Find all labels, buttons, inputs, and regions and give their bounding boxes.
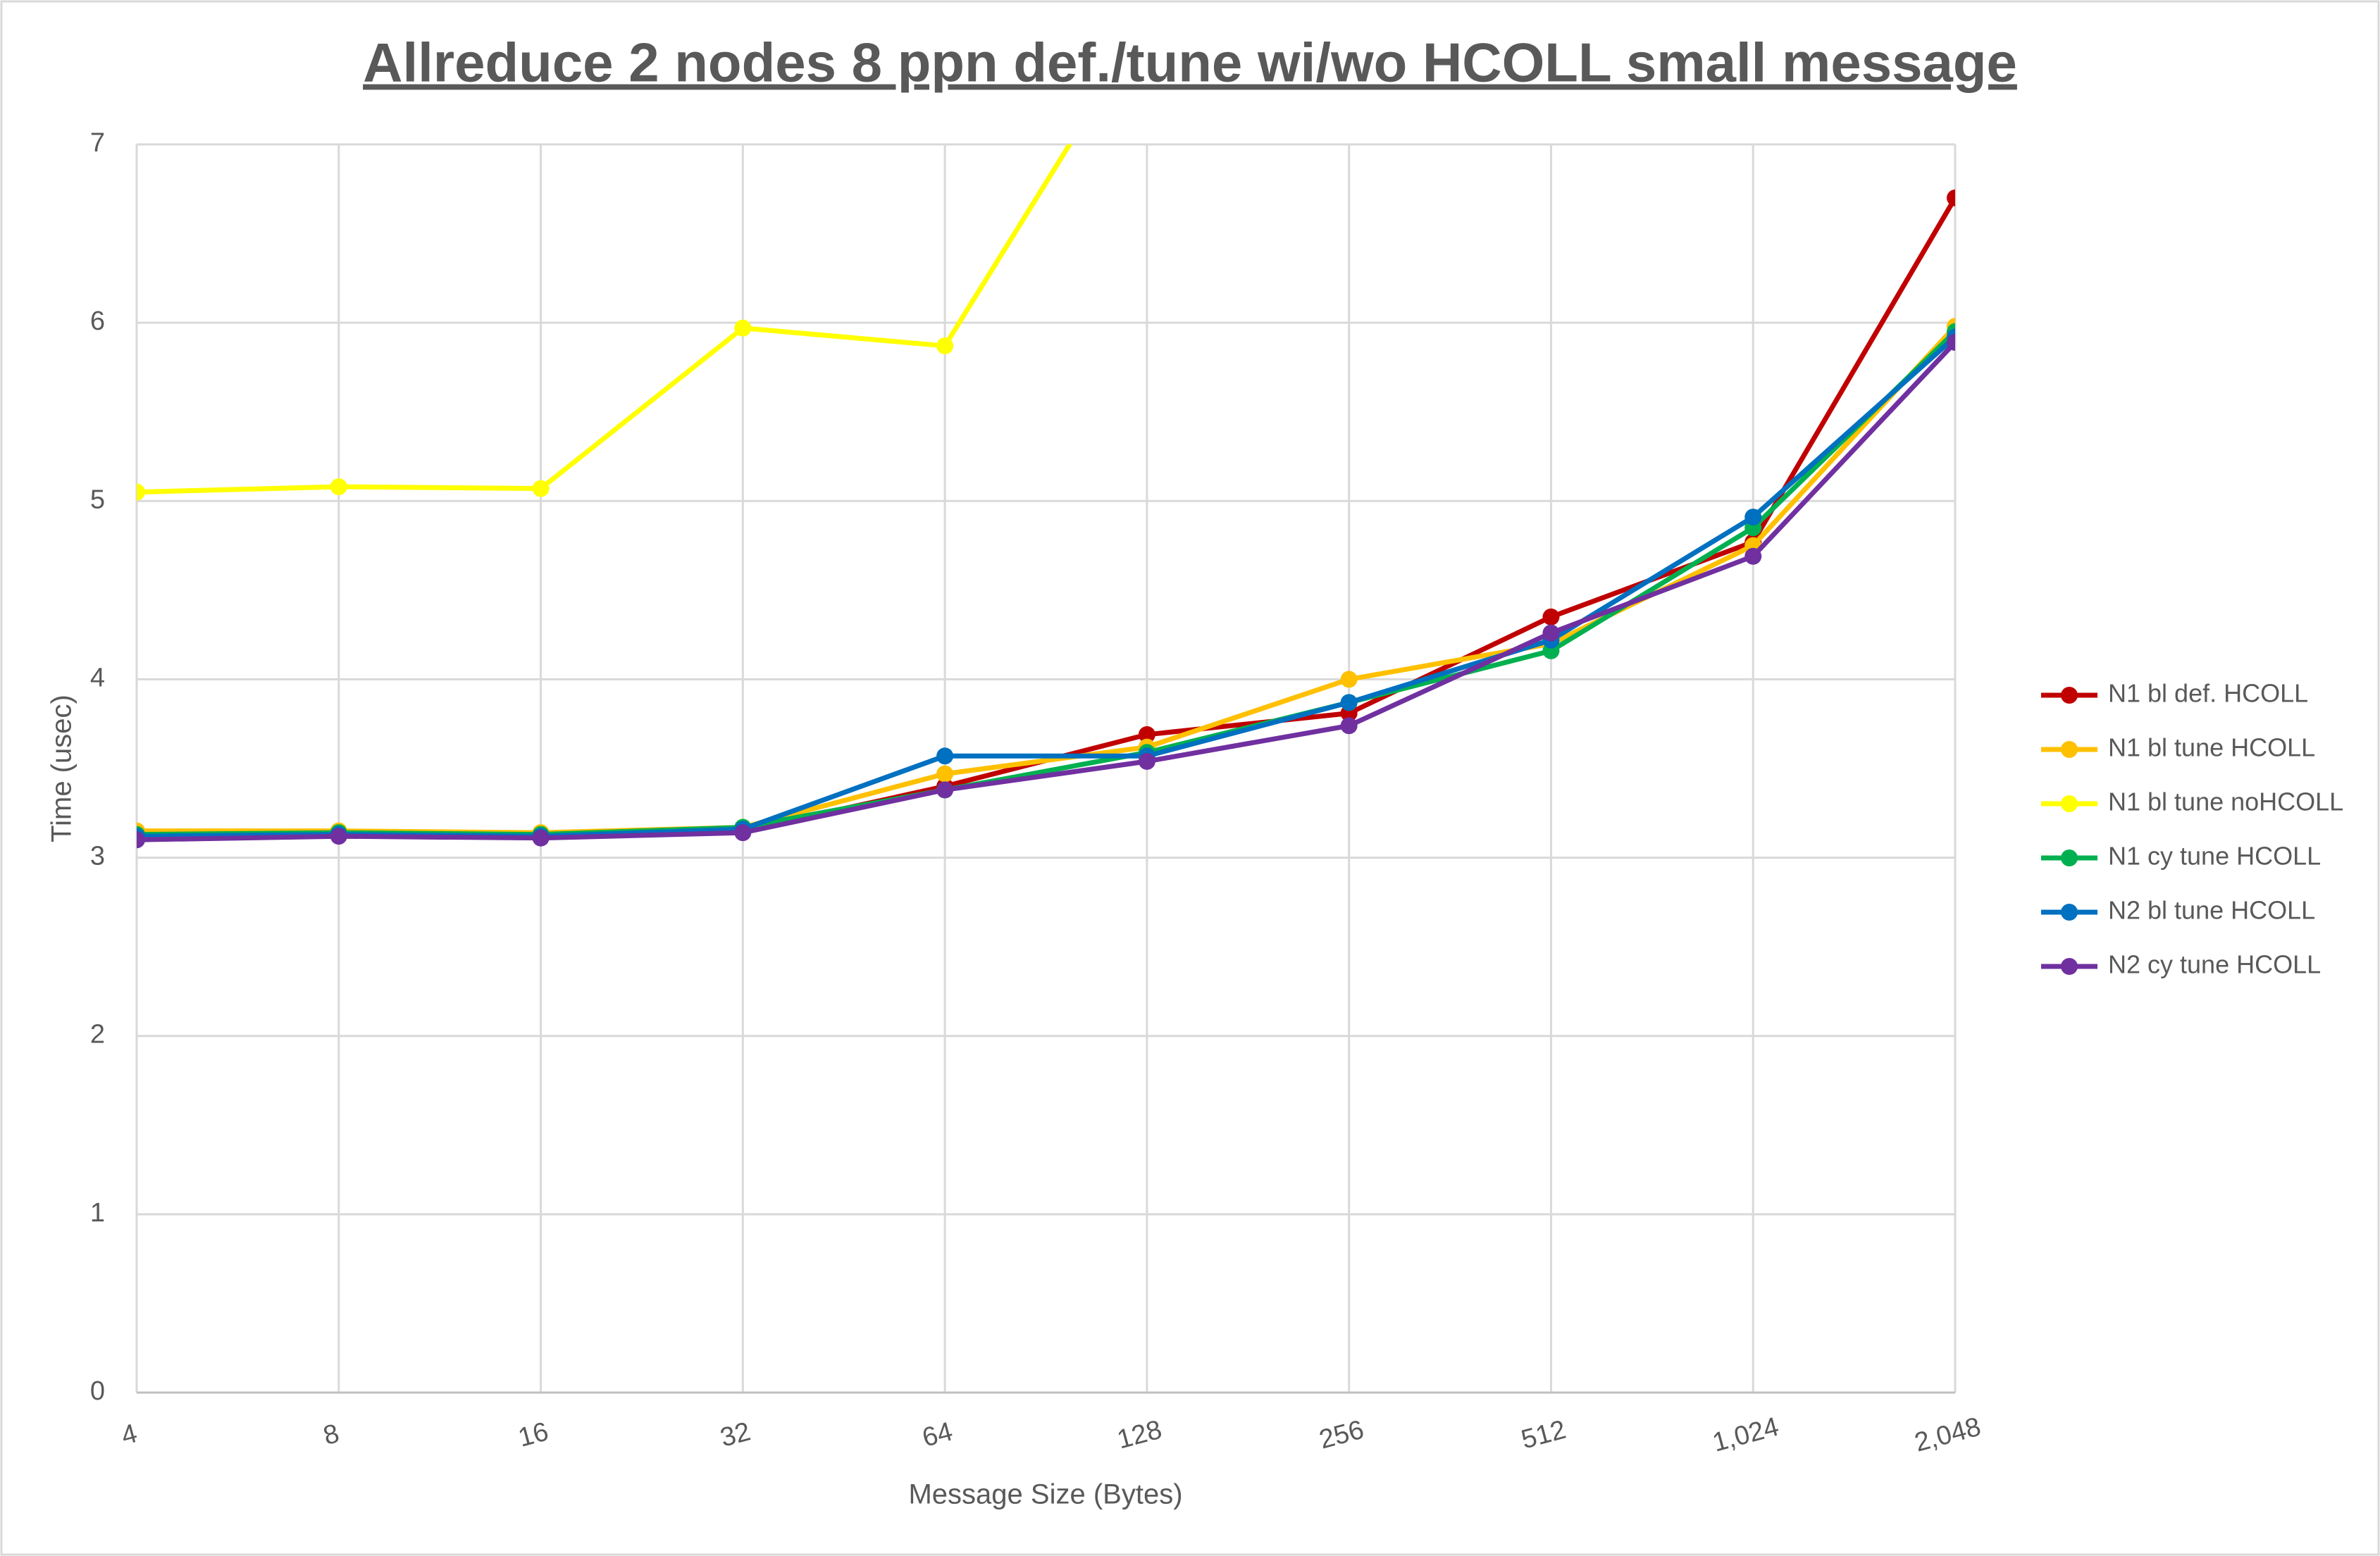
y-tick-label: 0 (90, 1376, 105, 1406)
data-point (137, 831, 145, 849)
series-line (137, 340, 1955, 842)
series-line (137, 144, 1073, 495)
legend-label: N1 bl tune HCOLL (2108, 733, 2315, 762)
legend-marker (2061, 795, 2078, 812)
data-point (734, 319, 752, 337)
legend-label: N1 cy tune HCOLL (2108, 842, 2321, 871)
data-point (936, 747, 954, 765)
y-tick-label: 1 (90, 1198, 105, 1228)
y-tick-label: 5 (90, 485, 105, 514)
legend-label: N2 cy tune HCOLL (2108, 950, 2321, 979)
y-tick-label: 3 (90, 842, 105, 871)
y-tick-label: 6 (90, 306, 105, 336)
data-point (532, 829, 550, 847)
legend-label: N1 bl tune noHCOLL (2108, 788, 2343, 816)
data-point (1340, 671, 1358, 688)
data-point (1340, 717, 1358, 735)
data-point (1744, 509, 1762, 526)
data-point (1744, 547, 1762, 565)
legend-marker (2061, 958, 2078, 975)
y-tick-label: 4 (90, 663, 105, 692)
legend-marker (2061, 687, 2078, 704)
legend-marker (2061, 849, 2078, 866)
legend-label: N1 bl def. HCOLL (2108, 679, 2308, 708)
legend-marker (2061, 904, 2078, 921)
data-point (532, 480, 550, 497)
data-point (936, 765, 954, 783)
data-point (330, 828, 347, 845)
data-point (1340, 694, 1358, 711)
x-axis-label: Message Size (Bytes) (908, 1479, 1182, 1510)
y-tick-label: 2 (90, 1020, 105, 1050)
data-point (1947, 333, 1955, 351)
data-point (330, 478, 347, 496)
data-point (1947, 189, 1955, 206)
legend-label: N2 bl tune HCOLL (2108, 896, 2315, 925)
data-point (734, 824, 752, 842)
y-axis-label: Time (usec) (47, 695, 78, 842)
data-point (1542, 608, 1560, 625)
data-point (137, 483, 145, 501)
data-point (1542, 624, 1560, 642)
data-point (1138, 752, 1155, 770)
chart-title: Allreduce 2 nodes 8 ppn def./tune wi/wo … (363, 32, 2017, 94)
plot-area (137, 144, 1955, 849)
y-tick-label: 7 (90, 128, 105, 158)
data-point (936, 781, 954, 799)
data-point (936, 337, 954, 355)
data-point (1138, 726, 1155, 743)
legend-marker (2061, 741, 2078, 758)
